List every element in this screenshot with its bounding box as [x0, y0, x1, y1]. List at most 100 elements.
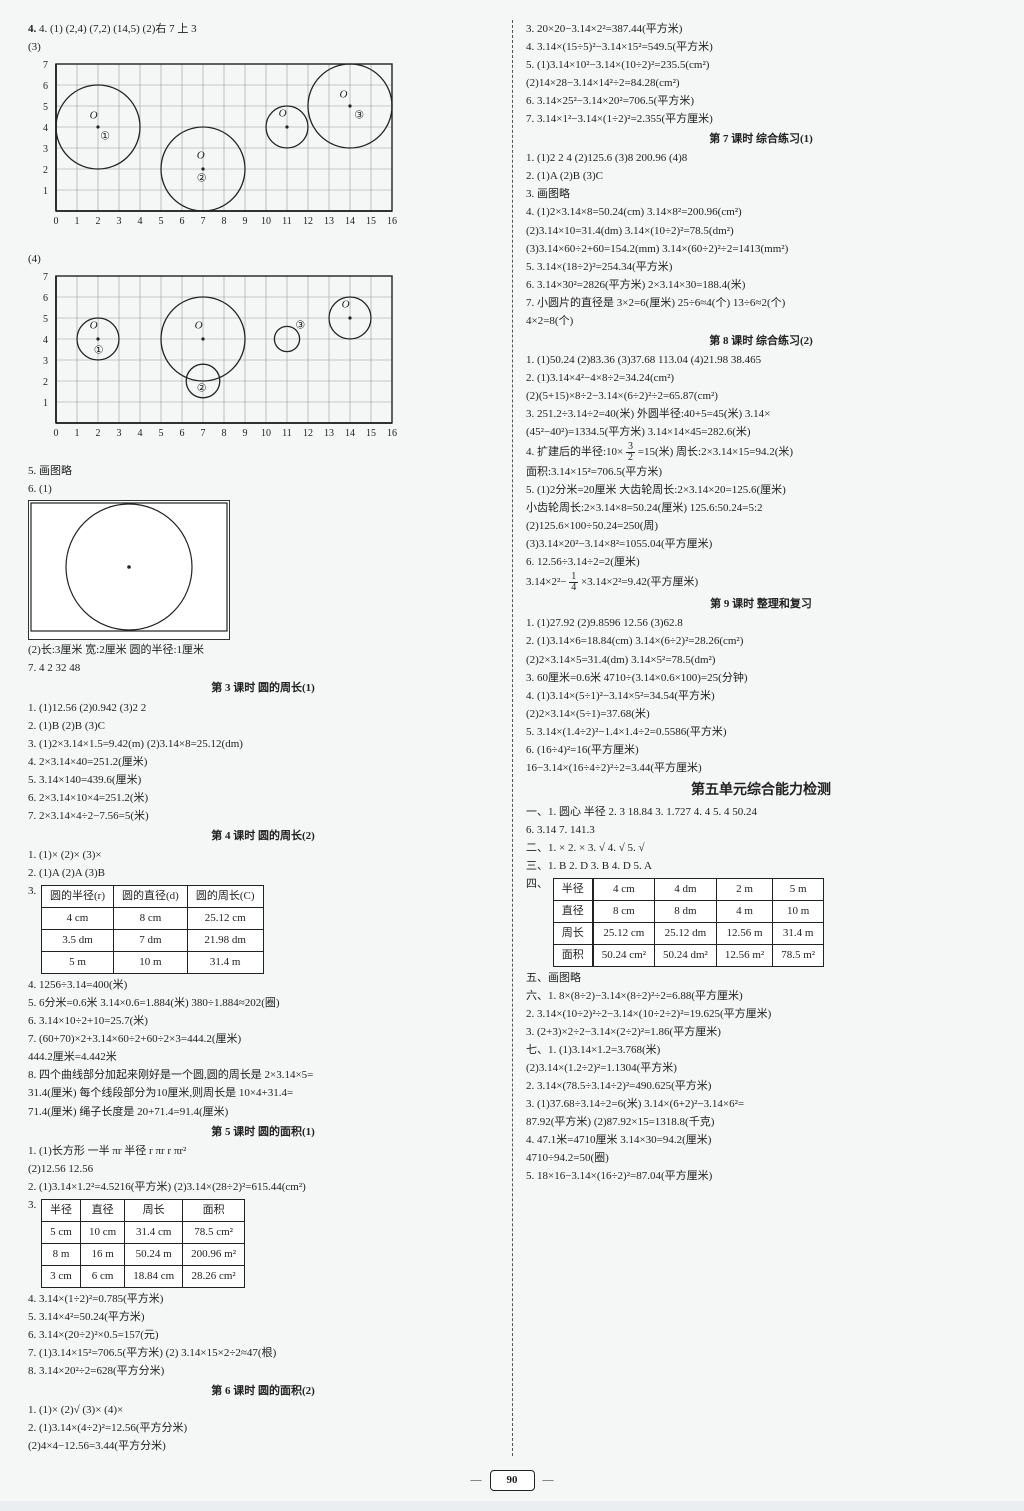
cell: 25.12 dm: [655, 922, 717, 944]
svg-text:11: 11: [282, 428, 292, 439]
cell: 8 cm: [114, 908, 188, 930]
lesson8-title: 第 8 课时 综合练习(2): [526, 333, 996, 350]
svg-text:O: O: [340, 89, 348, 101]
l7-7b: 4×2=8(个): [526, 313, 996, 330]
l6-2a: 2. (1)3.14×(4÷2)²=12.56(平方分米): [28, 1420, 498, 1437]
l4-7b: 444.2厘米=4.442米: [28, 1049, 498, 1066]
svg-text:1: 1: [43, 186, 48, 197]
l7-5: 5. 3.14×(18÷2)²=254.34(平方米): [526, 259, 996, 276]
table-l4: 圆的半径(r)圆的直径(d)圆的周长(C) 4 cm8 cm25.12 cm 3…: [41, 885, 264, 974]
fraction: 14: [569, 572, 578, 593]
svg-text:0: 0: [54, 216, 59, 227]
cell: 25.12 cm: [593, 922, 655, 944]
svg-text:1: 1: [75, 216, 80, 227]
l3-1: 1. (1)12.56 (2)0.942 (3)2 2: [28, 700, 498, 717]
text: 3.: [28, 885, 36, 897]
svg-text:7: 7: [201, 428, 206, 439]
svg-text:16: 16: [387, 216, 397, 227]
svg-text:O: O: [195, 320, 203, 332]
u5-2: 二、1. × 2. × 3. √ 4. √ 5. √: [526, 840, 996, 857]
svg-text:9: 9: [243, 216, 248, 227]
cell: 8 cm: [593, 900, 655, 922]
l5-5: 5. 3.14×4²=50.24(平方米): [28, 1309, 498, 1326]
u5-7-3b: 87.92(平方米) (2)87.92×15=1318.8(千克): [526, 1114, 996, 1131]
cell: 7 dm: [114, 930, 188, 952]
u5-7-1b: (2)3.14×(1.2÷2)²=1.1304(平方米): [526, 1060, 996, 1077]
svg-text:12: 12: [303, 216, 313, 227]
cell: 10 cm: [81, 1221, 125, 1243]
lesson7-title: 第 7 课时 综合练习(1): [526, 131, 996, 148]
l4-8a: 8. 四个曲线部分加起来刚好是一个圆,圆的周长是 2×3.14×5=: [28, 1067, 498, 1084]
l8-5a: 5. (1)2分米=20厘米 大齿轮周长:2×3.14×20=125.6(厘米): [526, 482, 996, 499]
l4-8c: 71.4(厘米) 绳子长度是 20+71.4=91.4(厘米): [28, 1104, 498, 1121]
svg-text:O: O: [90, 320, 98, 332]
svg-text:9: 9: [243, 428, 248, 439]
svg-text:4: 4: [43, 335, 48, 346]
fraction: 32: [626, 442, 635, 463]
cell: 12.56 m²: [716, 944, 772, 966]
q5: 5. 画图略: [28, 463, 498, 480]
cell: 面积: [553, 944, 593, 966]
l5-3: 3. 半径直径周长面积 5 cm10 cm31.4 cm78.5 cm² 8 m…: [28, 1197, 498, 1290]
l9-4a: 4. (1)3.14×(5÷1)²−3.14×5²=34.54(平方米): [526, 688, 996, 705]
r-l6-6: 6. 3.14×25²−3.14×20²=706.5(平方米): [526, 93, 996, 110]
l8-3a: 3. 251.2÷3.14÷2=40(米) 外圆半径:40+5=45(米) 3.…: [526, 406, 996, 423]
l7-4b: (2)3.14×10=31.4(dm) 3.14×(10÷2)²=78.5(dm…: [526, 223, 996, 240]
svg-text:5: 5: [43, 102, 48, 113]
u5-6a: 六、1. 8×(8÷2)−3.14×(8÷2)²÷2=6.88(平方厘米): [526, 988, 996, 1005]
cell: 3.5 dm: [42, 930, 114, 952]
denominator: 4: [569, 583, 578, 593]
l7-3: 3. 画图略: [526, 186, 996, 203]
grid2-svg: 0123456789101112131415161234567OO②O③①: [28, 270, 398, 455]
svg-text:8: 8: [222, 428, 227, 439]
svg-text:5: 5: [159, 216, 164, 227]
l3-5: 5. 3.14×140=439.6(厘米): [28, 772, 498, 789]
l9-2b: (2)2×3.14×5=31.4(dm) 3.14×5²=78.5(dm²): [526, 652, 996, 669]
l9-1: 1. (1)27.92 (2)9.8596 12.56 (3)62.8: [526, 615, 996, 632]
l4-4: 4. 1256÷3.14=400(米): [28, 977, 498, 994]
l7-2: 2. (1)A (2)B (3)C: [526, 168, 996, 185]
cell: 6 cm: [81, 1265, 125, 1287]
svg-text:2: 2: [96, 216, 101, 227]
svg-text:3: 3: [117, 216, 122, 227]
r-l6-5a: 5. (1)3.14×10²−3.14×(10÷2)²=235.5(cm²): [526, 57, 996, 74]
cell: 半径: [553, 878, 593, 900]
svg-text:6: 6: [180, 428, 185, 439]
l8-6b: 3.14×2²− 14 ×3.14×2²=9.42(平方厘米): [526, 572, 996, 593]
svg-text:6: 6: [43, 81, 48, 92]
l8-2b: (2)(5+15)×8÷2−3.14×(6÷2)²÷2=65.87(cm²): [526, 388, 996, 405]
lesson9-title: 第 9 课时 整理和复习: [526, 596, 996, 613]
l5-7: 7. (1)3.14×15²=706.5(平方米) (2) 3.14×15×2÷…: [28, 1345, 498, 1362]
cell: 4 dm: [655, 878, 717, 900]
svg-text:O: O: [90, 110, 98, 122]
grid-figure-1: 0123456789101112131415161234567OO②O③O①: [28, 58, 498, 249]
cell: 31.4 m: [773, 922, 824, 944]
cell: 16 m: [81, 1243, 125, 1265]
svg-text:2: 2: [96, 428, 101, 439]
right-column: 3. 20×20−3.14×2²=387.44(平方米) 4. 3.14×(15…: [512, 20, 996, 1456]
svg-text:O: O: [342, 299, 350, 311]
cell: 直径: [553, 900, 593, 922]
lesson4-title: 第 4 课时 圆的周长(2): [28, 828, 498, 845]
cell: 28.26 cm²: [183, 1265, 245, 1287]
r-l6-7: 7. 3.14×1²−3.14×(1÷2)²=2.355(平方厘米): [526, 111, 996, 128]
svg-text:13: 13: [324, 216, 334, 227]
cell: 周长: [553, 922, 593, 944]
cell: 8 dm: [655, 900, 717, 922]
cell: 周长: [125, 1199, 183, 1221]
u5-5: 五、画图略: [526, 970, 996, 987]
svg-text:4: 4: [138, 216, 143, 227]
svg-text:1: 1: [75, 428, 80, 439]
cell: 5 m: [42, 952, 114, 974]
l4-1: 1. (1)× (2)× (3)×: [28, 847, 498, 864]
svg-text:11: 11: [282, 216, 292, 227]
svg-text:O: O: [197, 150, 205, 162]
rect-circle-figure: [28, 500, 498, 640]
l8-4: 4. 扩建后的半径:10× 32 =15(米) 周长:2×3.14×15=94.…: [526, 442, 996, 463]
table-l5: 半径直径周长面积 5 cm10 cm31.4 cm78.5 cm² 8 m16 …: [41, 1199, 245, 1288]
unit5-title: 第五单元综合能力检测: [526, 780, 996, 802]
l6-2b: (2)4×4−12.56=3.44(平方分米): [28, 1438, 498, 1455]
cell: 31.4 cm: [125, 1221, 183, 1243]
cell: 31.4 m: [187, 952, 263, 974]
cell: 18.84 cm: [125, 1265, 183, 1287]
